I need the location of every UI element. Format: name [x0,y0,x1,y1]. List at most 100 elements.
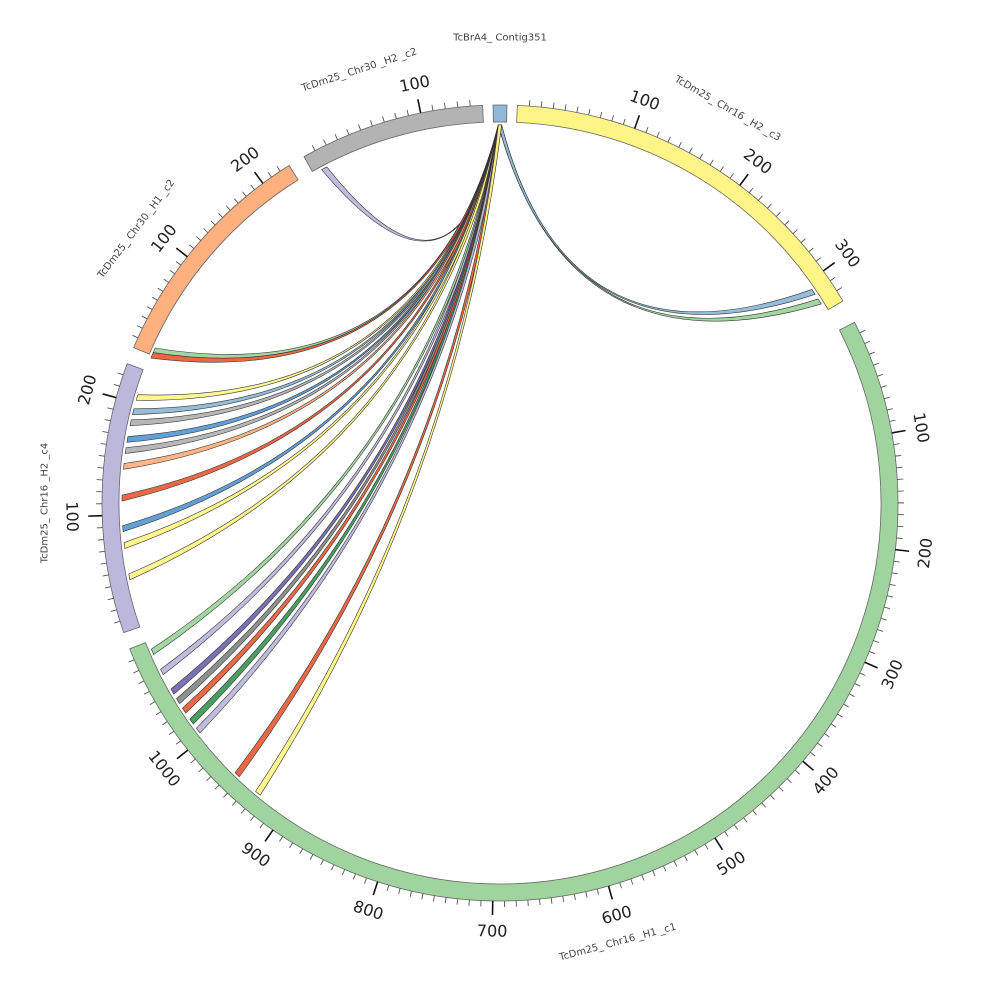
minor-tick [250,184,255,191]
link-ribbon [196,124,503,734]
major-tick [802,760,815,771]
link-ribbon [123,124,503,470]
segment-chr30_h1_c2 [133,164,299,355]
minor-tick [102,574,109,577]
link-ribbon [123,124,503,549]
minor-tick [761,802,766,808]
link-ribbon [497,124,816,315]
minor-tick [114,620,121,624]
segment-label-contig351: TcBrA4_ Contig351 [452,33,547,44]
tick-label: 200 [740,145,776,179]
minor-tick [709,159,714,166]
minor-tick [155,711,162,716]
minor-tick [889,419,896,422]
minor-tick [175,261,182,266]
minor-tick [168,730,175,736]
minor-tick [267,171,272,178]
tick-label: 100 [909,411,933,444]
minor-tick [198,767,204,773]
minor-tick [719,166,724,172]
minor-tick [196,236,202,241]
major-tick [739,173,749,186]
tick-label: 200 [74,372,100,406]
tick-label: 500 [713,847,749,879]
minor-tick [886,408,893,411]
link-ribbon [128,124,503,581]
minor-tick [331,864,335,871]
minor-tick [837,713,843,718]
minor-tick [611,115,614,122]
link-ribbon [129,124,503,426]
minor-tick [599,111,603,118]
minor-tick [619,882,622,889]
minor-tick [588,109,591,116]
minor-tick [370,120,373,127]
minor-tick [652,870,656,877]
tick-label: 700 [477,921,508,941]
minor-tick [189,244,195,249]
minor-tick [97,539,104,541]
minor-tick [433,895,435,902]
minor-tick [641,874,645,881]
tick-label: 100 [627,86,662,114]
minor-tick [421,893,424,900]
minor-tick [596,888,600,895]
minor-tick [382,116,385,123]
minor-tick [104,586,111,589]
link-ribbon [121,124,503,502]
segment-chr16_h2_c3 [516,104,844,311]
minor-tick [98,550,106,553]
minor-tick [97,467,104,469]
minor-tick [684,855,688,862]
minor-tick [214,784,220,790]
tick-label: 200 [227,143,263,176]
minor-tick [891,572,898,575]
link-ribbon [160,124,503,676]
minor-tick [859,672,866,676]
minor-tick [240,808,246,814]
minor-tick [645,126,649,133]
minor-tick [540,101,543,108]
minor-tick [406,109,409,116]
minor-tick [859,329,866,334]
minor-tick [775,211,781,217]
minor-tick [729,173,734,179]
minor-tick [394,112,397,119]
minor-tick [564,104,567,111]
minor-tick [694,849,699,856]
minor-tick [398,888,401,895]
link-ribbon [122,124,503,532]
major-tick [102,393,117,399]
minor-tick [539,898,541,906]
minor-tick [100,442,107,445]
major-tick [891,429,906,434]
segment-label-chr16_h2_c3: TcDm25_ Chr16 _H2 _c3 [672,74,783,144]
major-tick [176,749,189,760]
minor-tick [203,228,209,234]
major-tick [175,247,188,258]
link-ribbon [234,124,502,778]
minor-tick [704,843,709,850]
minor-tick [688,147,693,154]
minor-tick [107,597,114,601]
minor-tick [259,822,264,829]
minor-tick [792,229,798,234]
link-ribbon [255,124,502,796]
minor-tick [585,891,588,898]
minor-tick [800,238,806,243]
minor-tick [233,198,239,204]
minor-tick [162,721,168,726]
major-tick [253,171,264,184]
minor-tick [830,723,837,728]
major-tick [607,885,614,900]
minor-tick [884,606,891,610]
minor-tick [386,885,390,892]
minor-tick [896,537,903,539]
minor-tick [136,325,143,329]
minor-tick [880,385,887,388]
minor-tick [815,257,822,262]
minor-tick [358,124,362,131]
minor-tick [743,817,748,823]
minor-tick [117,372,124,376]
minor-tick [869,651,876,655]
